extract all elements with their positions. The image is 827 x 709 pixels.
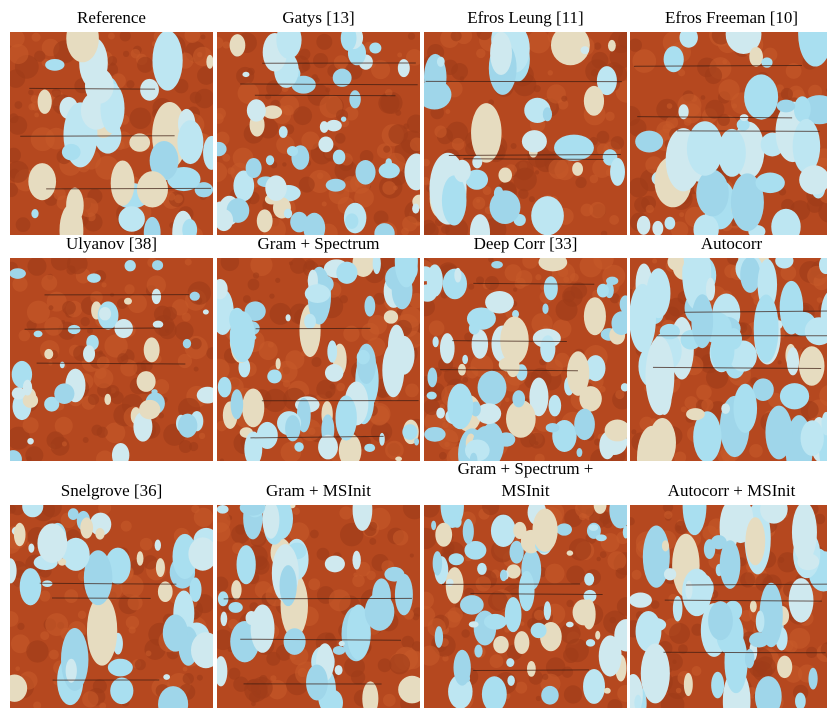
- panel: Ulyanov [38]: [10, 230, 213, 461]
- texture-image: [630, 32, 827, 235]
- texture-image: [10, 258, 213, 461]
- panel-label: Snelgrove [36]: [10, 458, 213, 502]
- panel-label: Gram + Spectrum + MSInit: [446, 458, 606, 502]
- panel-label: Reference: [10, 4, 213, 29]
- texture-image: [217, 258, 420, 461]
- panel: Gatys [13]: [217, 4, 420, 235]
- panel: Autocorr + MSInit: [630, 458, 827, 708]
- panel: Efros Leung [11]: [424, 4, 627, 235]
- texture-image: [630, 258, 827, 461]
- texture-image: [424, 505, 627, 708]
- panel-label: Gatys [13]: [217, 4, 420, 29]
- texture-image: [424, 258, 627, 461]
- texture-image: [10, 505, 213, 708]
- panel-label: Deep Corr [33]: [424, 230, 627, 255]
- panel: Gram + Spectrum + MSInit: [424, 458, 627, 708]
- panel: Autocorr: [630, 230, 827, 461]
- panel: Snelgrove [36]: [10, 458, 213, 708]
- panel: Reference: [10, 4, 213, 235]
- texture-image: [424, 32, 627, 235]
- texture-image: [10, 32, 213, 235]
- panel-label: Ulyanov [38]: [10, 230, 213, 255]
- panel: Gram + MSInit: [217, 458, 420, 708]
- panel: Deep Corr [33]: [424, 230, 627, 461]
- figure: ReferenceGatys [13]Efros Leung [11]Efros…: [0, 0, 827, 709]
- panel-label: Efros Freeman [10]: [630, 4, 827, 29]
- panel-label: Gram + MSInit: [217, 458, 420, 502]
- texture-image: [630, 505, 827, 708]
- panel-label: Gram + Spectrum: [217, 230, 420, 255]
- texture-image: [217, 32, 420, 235]
- texture-image: [217, 505, 420, 708]
- panel-label: Autocorr: [630, 230, 827, 255]
- panel: Gram + Spectrum: [217, 230, 420, 461]
- panel: Efros Freeman [10]: [630, 4, 827, 235]
- panel-label: Efros Leung [11]: [424, 4, 627, 29]
- panel-label: Autocorr + MSInit: [630, 458, 827, 502]
